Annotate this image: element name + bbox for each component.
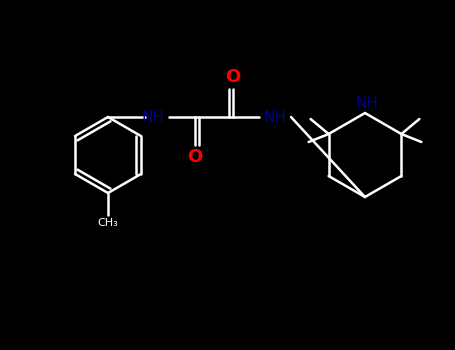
Text: O: O <box>187 148 202 166</box>
Text: NH: NH <box>142 110 164 125</box>
Text: NH: NH <box>263 110 287 125</box>
Text: CH₃: CH₃ <box>98 218 118 228</box>
Text: NH: NH <box>355 96 379 111</box>
Text: O: O <box>225 68 241 86</box>
